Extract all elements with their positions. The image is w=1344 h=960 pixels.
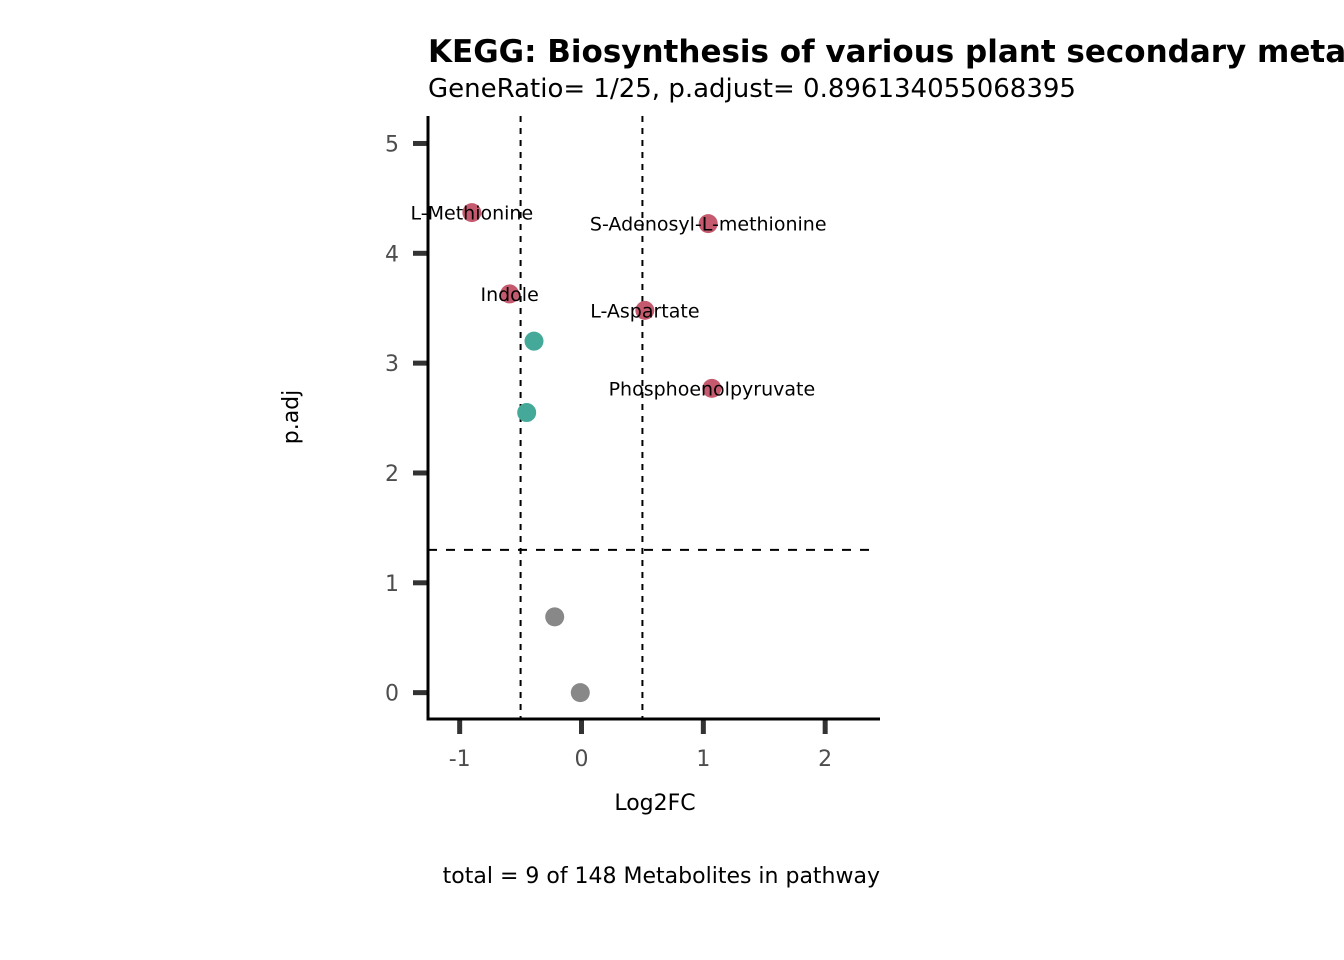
chart-subtitle: GeneRatio= 1/25, p.adjust= 0.89613405506… — [428, 74, 1076, 104]
x-axis-title: Log2FC — [614, 791, 695, 816]
y-tick-label: 3 — [385, 352, 399, 377]
data-points — [462, 203, 722, 703]
x-tick-label: 1 — [696, 747, 710, 772]
point-label: L-Aspartate — [590, 300, 699, 322]
y-tick-label: 5 — [385, 132, 399, 157]
y-axis-title: p.adj — [279, 390, 304, 445]
point-labels: L-Methionine S-Adenosyl-L-methionine Indol… — [411, 203, 827, 401]
y-tick-label: 2 — [385, 462, 399, 487]
data-point — [570, 683, 590, 703]
point-label: S-Adenosyl-L-methionine — [590, 214, 827, 236]
chart-caption: total = 9 of 148 Metabolites in pathway — [443, 864, 880, 889]
point-label: Phosphoenolpyruvate — [609, 378, 816, 400]
y-tick-label: 1 — [385, 572, 399, 597]
data-point — [635, 300, 655, 320]
data-point — [702, 378, 722, 398]
point-label: L-Methionine — [411, 203, 534, 225]
data-point — [545, 607, 565, 627]
data-point — [462, 203, 482, 223]
y-tick-label: 0 — [385, 682, 399, 707]
chart-title: KEGG: Biosynthesis of various plant seco… — [428, 34, 1344, 70]
point-label: Indole — [480, 284, 538, 306]
x-tick-label: -1 — [449, 747, 471, 772]
axes: -1 0 1 2 0 1 2 3 4 5 — [385, 116, 880, 772]
data-point — [698, 214, 718, 234]
x-tick-label: 2 — [818, 747, 832, 772]
data-point — [517, 403, 537, 423]
data-point — [500, 284, 520, 304]
data-point — [524, 331, 544, 351]
x-tick-label: 0 — [575, 747, 589, 772]
y-tick-label: 4 — [385, 242, 399, 267]
